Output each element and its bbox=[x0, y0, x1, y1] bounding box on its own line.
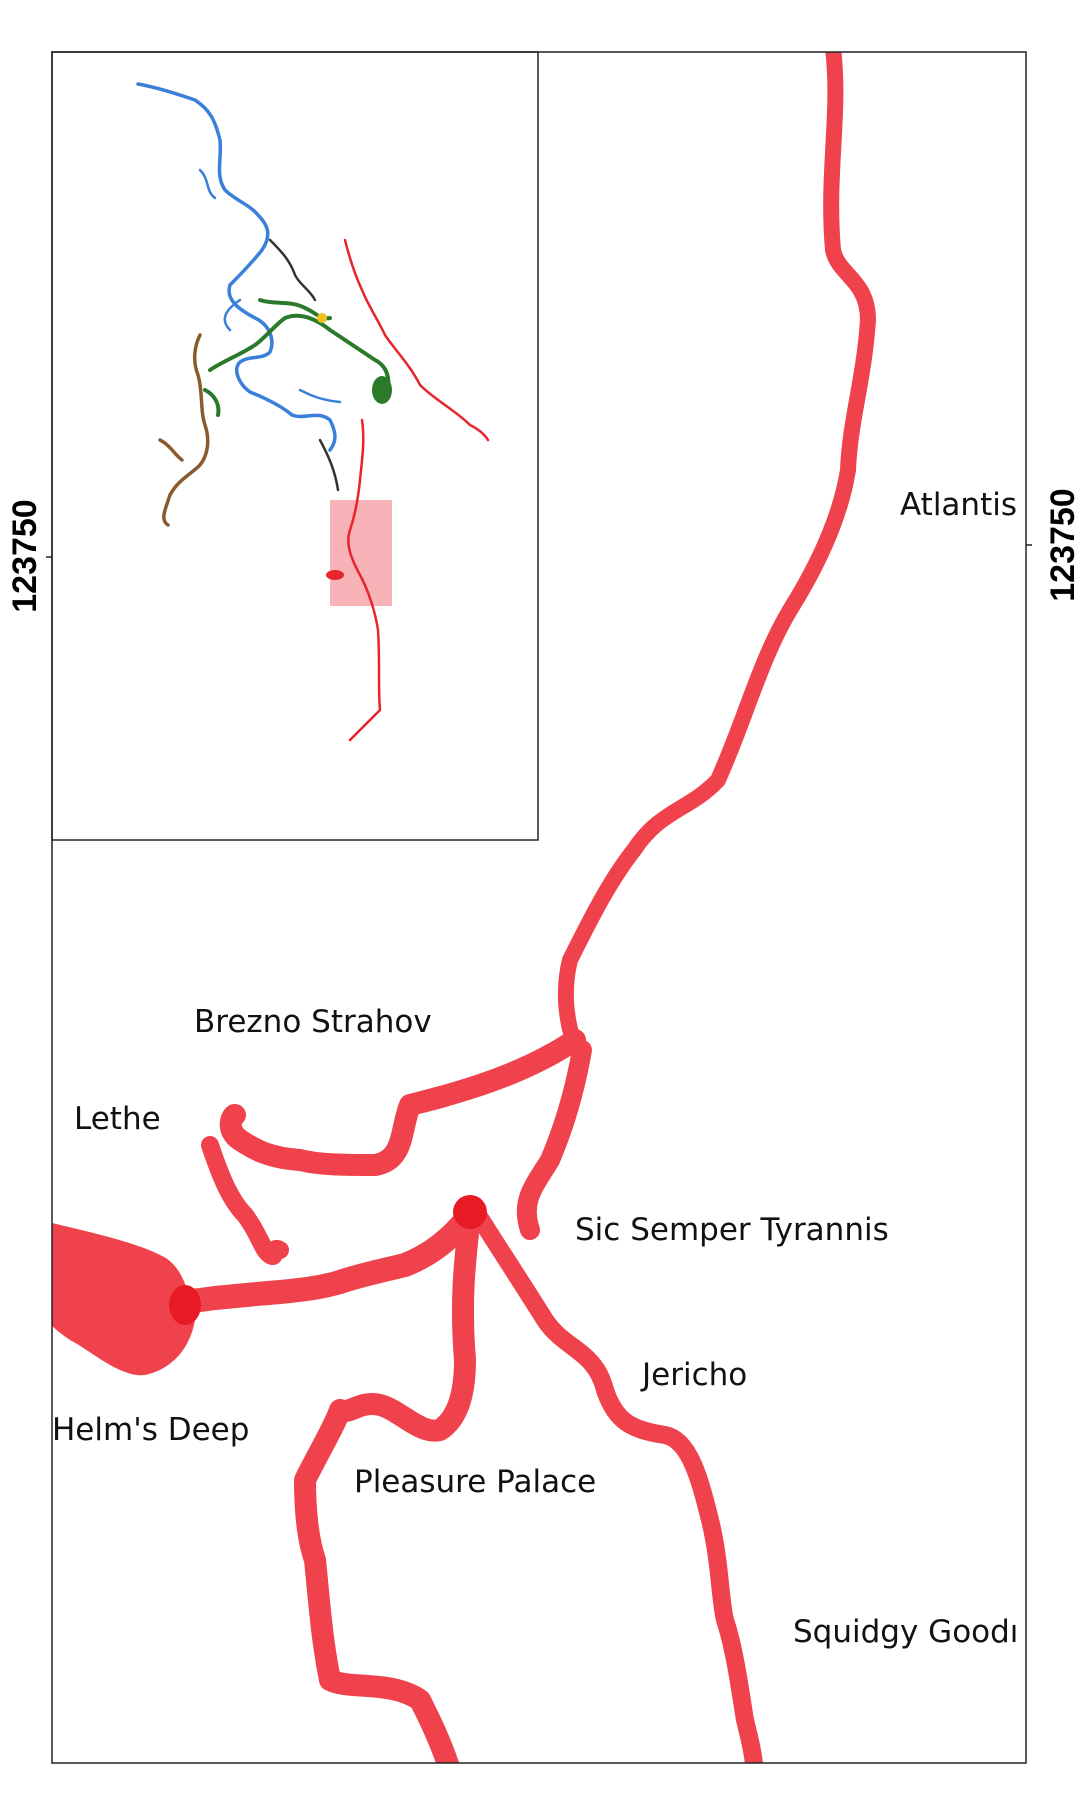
brezno-strahov-passage bbox=[219, 1029, 586, 1176]
map-frame bbox=[51, 51, 1027, 1764]
helms-deep-junction bbox=[169, 1285, 201, 1325]
east-link-passage bbox=[516, 1040, 592, 1240]
helms-deep-chamber bbox=[52, 1222, 195, 1376]
cave-passages bbox=[52, 52, 876, 1763]
inset-highlight-area bbox=[330, 500, 392, 606]
pleasure-palace-passage bbox=[294, 1204, 481, 1763]
inset-red-chamber bbox=[326, 570, 344, 580]
place-label-jericho: Jericho bbox=[640, 1357, 747, 1393]
helms-deep-passage bbox=[168, 1203, 482, 1313]
place-label-squidgy-goodness: Squidgy Goodı bbox=[793, 1614, 1018, 1650]
inset-frame bbox=[51, 51, 539, 841]
place-label-sic-semper-tyrannis: Sic Semper Tyrannis bbox=[575, 1212, 889, 1248]
place-label-pleasure-palace: Pleasure Palace bbox=[354, 1464, 596, 1500]
sic-semper-junction bbox=[453, 1195, 487, 1229]
inset-blue-survey-branch bbox=[198, 168, 342, 404]
inset-yellow-marker bbox=[317, 313, 327, 323]
inset-green-chamber bbox=[372, 376, 392, 404]
inset-dark-survey bbox=[268, 238, 340, 492]
place-label-brezno-strahov: Brezno Strahov bbox=[194, 1004, 432, 1040]
lethe-passage bbox=[201, 1136, 289, 1266]
main-trunk-passage bbox=[557, 52, 876, 1068]
left-coordinate-label: 123750 bbox=[6, 499, 44, 612]
jericho-passage bbox=[469, 1206, 763, 1763]
inset-brown-survey bbox=[158, 333, 210, 527]
inset-red-survey bbox=[343, 238, 490, 742]
place-label-lethe: Lethe bbox=[74, 1101, 161, 1137]
place-label-atlantis: Atlantis bbox=[900, 487, 1017, 523]
place-label-helms-deep: Helm's Deep bbox=[52, 1412, 249, 1448]
overview-inset bbox=[51, 51, 539, 841]
right-coordinate-label: 123750 bbox=[1044, 488, 1082, 601]
